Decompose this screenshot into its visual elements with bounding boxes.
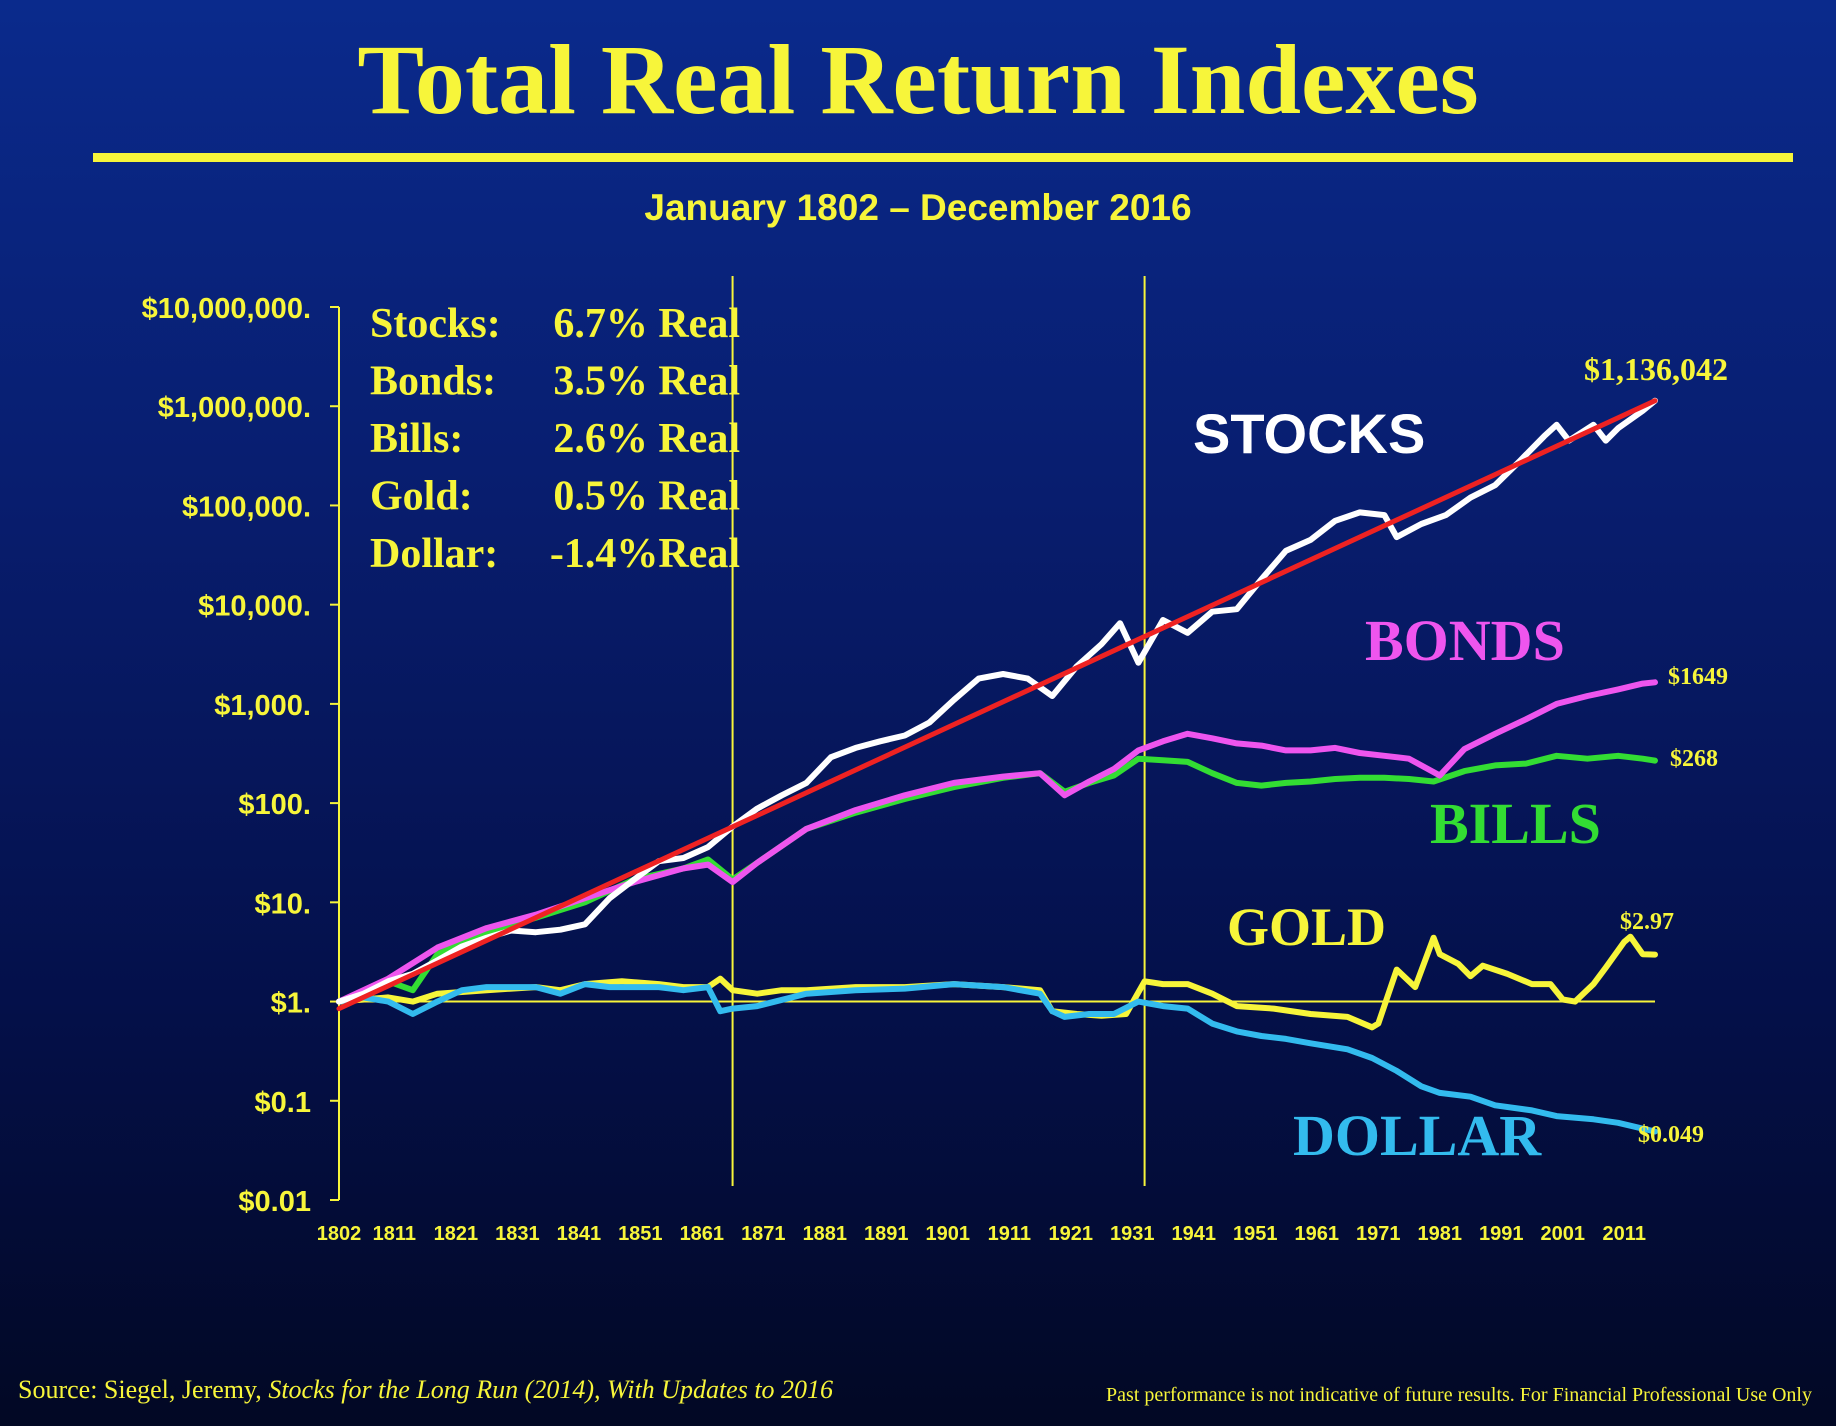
y-tick-label: $0.1 — [255, 1087, 311, 1119]
stats-value: 2.6% Real — [553, 416, 740, 462]
source-prefix: Source: Siegel, Jeremy, — [18, 1375, 269, 1404]
series-line-trend — [336, 398, 1658, 1012]
series-end-value-stocks: $1,136,042 — [1584, 351, 1728, 387]
x-tick-label: 1861 — [680, 1223, 725, 1245]
x-tick-label: 1911 — [988, 1223, 1031, 1245]
x-tick-label: 1881 — [803, 1223, 848, 1245]
stats-value: 0.5% Real — [553, 474, 740, 520]
chart-labels: STOCKS $1,136,042 BONDS $1649 BILLS $268 GOLD $… — [1193, 351, 1728, 1168]
stats-value: 6.7% Real — [553, 301, 740, 347]
disclaimer-note: Past performance is not indicative of fu… — [1106, 1384, 1812, 1406]
series-line-dollar — [336, 981, 1658, 1135]
series-line-bonds — [336, 679, 1658, 1005]
x-tick-label: 1951 — [1233, 1223, 1278, 1245]
y-tick-label: $10,000. — [198, 591, 311, 623]
x-tick-label: 1961 — [1295, 1223, 1340, 1245]
stats-value: -1.4%Real — [550, 531, 740, 577]
stats-value: 3.5% Real — [553, 359, 740, 405]
x-tick-label: 2001 — [1541, 1223, 1586, 1245]
x-tick-label: 1981 — [1418, 1223, 1463, 1245]
x-tick-label: 1871 — [741, 1223, 786, 1245]
series-name-dollar: DOLLAR — [1293, 1103, 1542, 1168]
x-tick-label: 1831 — [495, 1223, 540, 1245]
x-tick-label: 1901 — [926, 1223, 971, 1245]
series-name-bills: BILLS — [1430, 791, 1601, 856]
x-tick-label: 1891 — [864, 1223, 909, 1245]
series-end-value-gold: $2.97 — [1620, 909, 1674, 935]
y-tick-label: $10,000,000. — [142, 293, 311, 325]
series-name-gold: GOLD — [1227, 897, 1386, 957]
chart-series-lines — [336, 397, 1658, 1135]
x-tick-label: 1811 — [373, 1223, 416, 1245]
series-name-stocks: STOCKS — [1193, 402, 1425, 465]
chart-vertical-markers — [731, 276, 1146, 1186]
x-tick-label: 1802 — [317, 1223, 362, 1245]
chart-axes: $10,000,000. $1,000,000. $100,000. $10,000.… — [142, 293, 1655, 1245]
stats-label: Stocks: — [370, 301, 501, 347]
y-tick-label: $10. — [255, 888, 311, 920]
stats-label: Dollar: — [370, 531, 498, 577]
x-tick-label: 1851 — [618, 1223, 663, 1245]
page-subtitle: January 1802 – December 2016 — [644, 187, 1192, 228]
stats-box: Stocks: 6.7% Real Bonds: 3.5% Real Bills: 2.6… — [370, 301, 740, 577]
series-end-value-bonds: $1649 — [1668, 664, 1728, 690]
series-end-value-bills: $268 — [1670, 746, 1718, 772]
page-title: Total Real Return Indexes — [357, 24, 1479, 135]
x-tick-label: 1841 — [557, 1223, 602, 1245]
x-tick-label: 2011 — [1603, 1223, 1646, 1245]
y-tick-label: $100. — [238, 789, 311, 821]
series-end-value-dollar: $0.049 — [1638, 1122, 1704, 1148]
stats-label: Bonds: — [370, 359, 496, 405]
y-tick-label: $1. — [271, 988, 311, 1020]
y-tick-label: $1,000,000. — [158, 392, 311, 424]
x-tick-label: 1821 — [434, 1223, 479, 1245]
y-tick-label: $1,000. — [214, 690, 311, 722]
y-tick-label: $100,000. — [182, 491, 311, 523]
source-note: Source: Siegel, Jeremy, Stocks for the L… — [18, 1374, 833, 1406]
stats-label: Gold: — [370, 474, 473, 520]
x-tick-label: 1941 — [1172, 1223, 1217, 1245]
x-tick-label: 1971 — [1356, 1223, 1401, 1245]
source-book-title: Stocks for the Long Run (2014), With Upd… — [268, 1375, 834, 1404]
series-line-gold — [336, 933, 1658, 1031]
x-tick-label: 1991 — [1479, 1223, 1524, 1245]
y-tick-label: $0.01 — [238, 1186, 311, 1218]
stats-label: Bills: — [370, 416, 463, 462]
series-name-bonds: BONDS — [1365, 608, 1565, 673]
title-divider — [93, 153, 1793, 162]
x-tick-label: 1921 — [1049, 1223, 1094, 1245]
x-tick-label: 1931 — [1110, 1223, 1155, 1245]
